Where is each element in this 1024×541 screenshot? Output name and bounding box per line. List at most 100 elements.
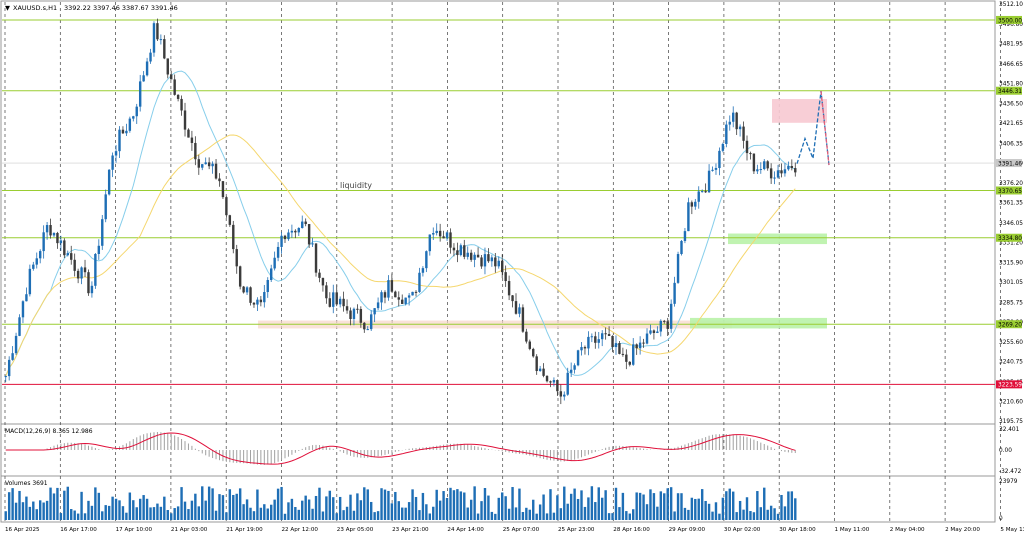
header-arrow-icon[interactable]: ▼ bbox=[5, 4, 10, 12]
volume-bar bbox=[759, 507, 763, 520]
volume-bar bbox=[452, 490, 456, 520]
volume-bar bbox=[211, 488, 214, 520]
volume-bar bbox=[425, 504, 428, 520]
level-price-label: 3334.80 bbox=[998, 236, 1022, 242]
x-tick-label: 24 Apr 14:00 bbox=[447, 527, 484, 533]
candle-body bbox=[214, 163, 218, 179]
candle-body bbox=[28, 268, 32, 295]
volume-bar bbox=[204, 500, 207, 520]
candle-body bbox=[473, 254, 476, 260]
candle-body bbox=[559, 391, 563, 397]
volume-bar bbox=[83, 513, 87, 520]
volume-bar bbox=[352, 510, 356, 520]
candle-body bbox=[321, 277, 325, 286]
candle-body bbox=[163, 39, 166, 59]
volume-bar bbox=[207, 486, 211, 520]
candle-body bbox=[138, 81, 142, 107]
volume-bar bbox=[76, 513, 80, 520]
candle-body bbox=[149, 52, 152, 62]
volume-bar bbox=[483, 488, 487, 520]
volume-bar bbox=[794, 498, 797, 520]
candle-body bbox=[211, 163, 214, 167]
candle-body bbox=[704, 191, 707, 193]
candle-body bbox=[128, 118, 132, 131]
candle-body bbox=[432, 233, 435, 235]
candle-body bbox=[221, 181, 225, 198]
candle-body bbox=[87, 272, 90, 294]
candle-body bbox=[569, 369, 573, 373]
volume-bar bbox=[335, 513, 338, 520]
volume-bar bbox=[390, 503, 394, 520]
volume-bar bbox=[256, 489, 259, 520]
volume-bar bbox=[635, 492, 638, 520]
candle-body bbox=[376, 302, 380, 309]
candle-body bbox=[390, 280, 394, 292]
candle-body bbox=[66, 253, 69, 256]
y-tick-label: 3255.60 bbox=[999, 340, 1023, 346]
volume-bar bbox=[673, 511, 676, 520]
volume-bar bbox=[342, 510, 345, 520]
candle-body bbox=[607, 334, 611, 336]
candle-body bbox=[290, 230, 294, 233]
volume-bar bbox=[680, 493, 683, 520]
volume-bar bbox=[473, 486, 476, 520]
candle-body bbox=[356, 308, 359, 310]
candle-body bbox=[787, 166, 790, 170]
volume-bar bbox=[11, 488, 14, 520]
candle-body bbox=[542, 368, 545, 376]
volume-bar bbox=[87, 500, 90, 520]
candle-body bbox=[690, 202, 694, 207]
volume-bar bbox=[266, 508, 269, 520]
volume-panel-frame bbox=[0, 475, 996, 523]
candle-body bbox=[380, 292, 383, 303]
candle-body bbox=[83, 267, 87, 273]
volume-bar bbox=[28, 506, 32, 520]
candle-body bbox=[576, 350, 580, 366]
y-tick-label: 3376.20 bbox=[999, 181, 1023, 187]
y-tick-label: 3436.50 bbox=[999, 102, 1023, 108]
volume-bar bbox=[63, 490, 66, 520]
candle-body bbox=[145, 61, 149, 76]
volume-bar bbox=[587, 497, 590, 520]
candle-body bbox=[287, 232, 290, 240]
volume-bar bbox=[328, 490, 332, 520]
volume-bar bbox=[480, 501, 483, 520]
volume-bar bbox=[359, 500, 363, 520]
candle-body bbox=[573, 365, 576, 370]
candle-body bbox=[187, 129, 190, 138]
volume-bar bbox=[138, 498, 142, 520]
volume-bar bbox=[311, 508, 314, 520]
candle-body bbox=[452, 247, 456, 251]
volume-bar bbox=[697, 498, 700, 520]
candle-body bbox=[49, 225, 52, 236]
volume-bar bbox=[73, 510, 76, 520]
candle-body bbox=[783, 169, 787, 174]
volume-bar bbox=[611, 513, 614, 520]
volume-bar bbox=[145, 498, 149, 520]
y-tick-label: 3315.90 bbox=[999, 261, 1023, 267]
volume-bar bbox=[263, 504, 266, 520]
candle-body bbox=[152, 23, 156, 53]
candle-body bbox=[80, 267, 83, 279]
volume-bar bbox=[45, 500, 49, 520]
volume-bar bbox=[683, 507, 687, 520]
candle-body bbox=[132, 116, 135, 119]
volume-bar bbox=[752, 512, 756, 520]
candle-body bbox=[604, 333, 607, 335]
volume-bar bbox=[749, 511, 752, 520]
macd-y-tick: -32.472 bbox=[999, 469, 1022, 475]
y-tick-label: 3481.95 bbox=[999, 42, 1023, 48]
volume-bar bbox=[135, 507, 138, 520]
candle-body bbox=[121, 129, 125, 134]
y-tick-label: 3195.75 bbox=[999, 419, 1023, 425]
candle-body bbox=[700, 191, 704, 193]
candle-body bbox=[566, 372, 569, 395]
level-price-tag bbox=[996, 320, 1022, 329]
volume-bar bbox=[594, 502, 597, 520]
candle-body bbox=[159, 39, 163, 41]
volume-bar bbox=[514, 507, 518, 520]
volume-bar bbox=[528, 509, 532, 520]
current-price-tag bbox=[996, 159, 1022, 168]
volume-bar bbox=[552, 512, 556, 520]
